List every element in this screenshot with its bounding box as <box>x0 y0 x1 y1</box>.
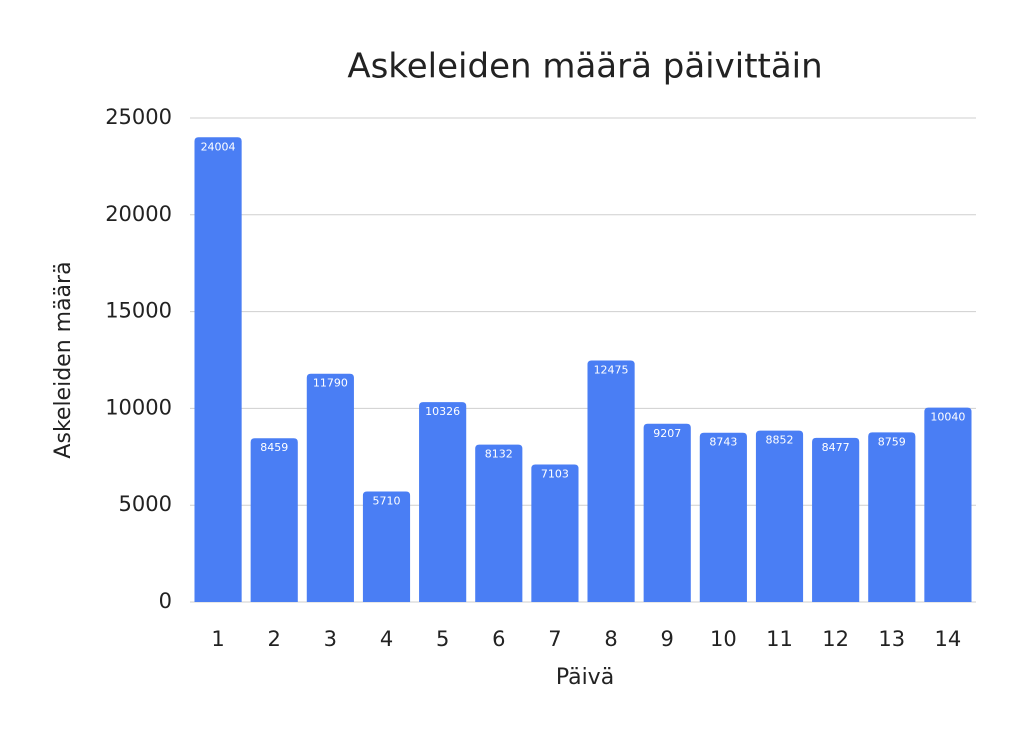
x-tick-label: 4 <box>380 627 393 651</box>
bar <box>924 407 972 602</box>
data-label: 8759 <box>878 435 906 448</box>
bar <box>362 491 411 602</box>
data-label: 8459 <box>260 441 288 454</box>
x-axis-label: Päivä <box>556 665 614 690</box>
data-label: 8477 <box>822 441 850 454</box>
x-tick-label: 10 <box>710 627 737 651</box>
data-label: 10326 <box>425 405 460 418</box>
data-label: 9207 <box>653 427 681 440</box>
x-tick-label: 14 <box>935 627 962 651</box>
data-label: 11790 <box>313 377 348 390</box>
x-tick-label: 3 <box>324 627 337 651</box>
x-tick-label: 2 <box>268 627 281 651</box>
bar <box>194 137 242 602</box>
bar <box>812 437 860 602</box>
x-tick-label: 7 <box>548 627 561 651</box>
y-tick-label: 0 <box>159 589 172 613</box>
data-label: 24004 <box>201 140 236 153</box>
bar <box>643 423 691 602</box>
data-label: 8132 <box>485 448 513 461</box>
y-tick-label: 25000 <box>105 105 172 129</box>
bar <box>475 444 523 602</box>
x-tick-label: 1 <box>211 627 224 651</box>
bar <box>587 360 635 602</box>
bar <box>699 432 747 602</box>
data-label: 8743 <box>709 436 737 449</box>
bar <box>419 402 467 602</box>
x-tick-label: 11 <box>766 627 793 651</box>
y-tick-label: 15000 <box>105 299 172 323</box>
bar <box>531 464 579 602</box>
y-tick-label: 10000 <box>105 395 172 419</box>
y-tick-label: 5000 <box>119 492 172 516</box>
x-tick-label: 8 <box>604 627 617 651</box>
y-tick-label: 20000 <box>105 202 172 226</box>
x-tick-label: 12 <box>822 627 849 651</box>
y-axis-label: Askeleiden määrä <box>51 261 76 458</box>
x-tick-label: 9 <box>661 627 674 651</box>
data-label: 7103 <box>541 467 569 480</box>
x-tick-label: 6 <box>492 627 505 651</box>
data-label: 5710 <box>373 494 401 507</box>
bar <box>868 432 916 602</box>
bar <box>755 430 804 602</box>
chart-title: Askeleiden määrä päivittäin <box>347 47 822 87</box>
data-label: 10040 <box>930 411 965 424</box>
data-label: 12475 <box>594 363 629 376</box>
bar <box>250 438 298 602</box>
x-tick-label: 13 <box>878 627 905 651</box>
bar <box>306 373 354 602</box>
x-tick-label: 5 <box>436 627 449 651</box>
data-label: 8852 <box>766 434 794 447</box>
